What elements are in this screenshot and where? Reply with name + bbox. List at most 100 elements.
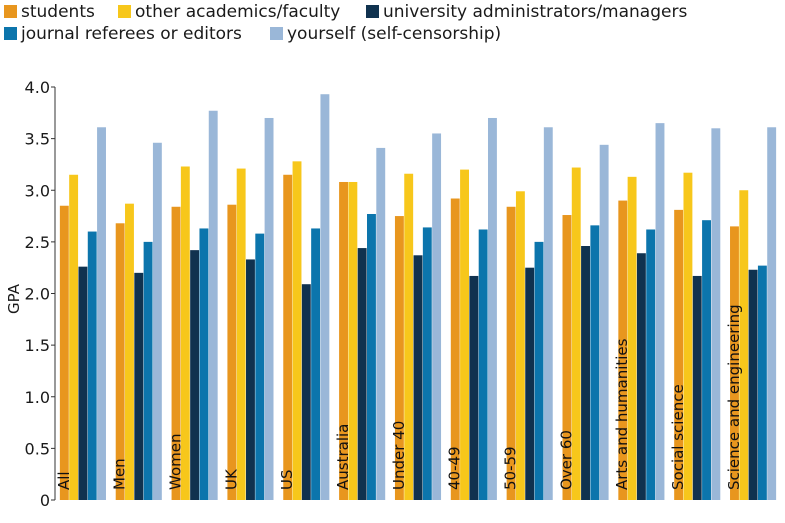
legend-swatch [4, 5, 17, 18]
legend-swatch [270, 27, 283, 40]
bar-group-uk [227, 117, 274, 501]
bar-other-academics-faculty-40-49 [460, 169, 469, 500]
bar-students-us [283, 174, 293, 500]
bar-university-administrators-managers-all [78, 266, 88, 500]
legend-item-yourself-self-censorship: yourself (self-censorship) [270, 24, 501, 44]
bar-other-academics-faculty-australia [348, 181, 358, 501]
bar-yourself-self-censorship-men [152, 142, 162, 500]
legend-label: journal referees or editors [20, 24, 242, 44]
bar-other-academics-faculty-arts-and-humanities [627, 176, 637, 500]
bar-journal-referees-or-editors-social-science [702, 220, 711, 500]
bar-other-academics-faculty-all [69, 174, 79, 500]
bar-yourself-self-censorship-40-49 [487, 117, 497, 500]
bar-students-under-40 [394, 216, 404, 500]
bar-other-academics-faculty-women [180, 166, 190, 500]
bar-university-administrators-managers-uk [246, 259, 255, 500]
bar-university-administrators-managers-social-science [692, 275, 702, 500]
legend-label: students [21, 2, 95, 22]
bar-group-us [283, 94, 330, 500]
legend-item-other-academics-faculty: other academics/faculty [118, 2, 340, 22]
bar-students-social-science [674, 209, 684, 500]
category-label-arts-and-humanities: Arts and humanities [613, 338, 631, 490]
bar-group-50-59 [506, 127, 553, 500]
bar-journal-referees-or-editors-australia [367, 213, 376, 500]
legend-label: yourself (self-censorship) [287, 24, 501, 44]
y-tick-label: 2.5 [25, 233, 50, 252]
bar-other-academics-faculty-50-59 [515, 191, 525, 500]
bar-journal-referees-or-editors-science-and-engineering [757, 265, 767, 500]
bar-group-all [59, 127, 106, 501]
bar-yourself-self-censorship-under-40 [432, 133, 442, 500]
y-tick-label: 0.5 [25, 439, 50, 458]
bar-other-academics-faculty-men [125, 203, 134, 501]
bar-yourself-self-censorship-social-science [711, 128, 721, 501]
category-label-women: Women [166, 434, 184, 490]
bar-other-academics-faculty-science-and-engineering [739, 190, 749, 500]
legend-label: university administrators/managers [383, 2, 687, 22]
bar-group-under-40 [394, 133, 442, 501]
bar-journal-referees-or-editors-uk [255, 233, 265, 501]
bar-group-arts-and-humanities [618, 123, 665, 501]
legend-label: other academics/faculty [135, 2, 340, 22]
bar-journal-referees-or-editors-us [311, 228, 321, 500]
bar-students-australia [339, 181, 349, 501]
bar-group-science-and-engineering [730, 127, 777, 500]
y-axis: 0 0.5 1.0 1.5 2.0 2.5 3.0 3.5 4.0 [25, 78, 56, 510]
y-tick-label: 2.0 [25, 285, 50, 304]
bar-yourself-self-censorship-arts-and-humanities [655, 123, 665, 500]
bar-other-academics-faculty-under-40 [404, 173, 414, 501]
category-label-science-and-engineering: Science and engineering [725, 304, 743, 490]
y-tick-label: 0 [40, 491, 50, 510]
bar-journal-referees-or-editors-all [87, 231, 97, 501]
bar-yourself-self-censorship-us [320, 94, 330, 500]
bar-university-administrators-managers-australia [357, 248, 367, 500]
legend-item-journal-referees-or-editors: journal referees or editors [4, 24, 242, 44]
y-tick-label: 1.5 [25, 336, 50, 355]
bar-students-50-59 [506, 206, 516, 500]
bar-yourself-self-censorship-uk [264, 117, 274, 500]
y-tick-label: 4.0 [25, 78, 50, 97]
category-label-under-40: Under 40 [390, 421, 408, 490]
bar-other-academics-faculty-uk [236, 168, 246, 500]
bar-university-administrators-managers-men [134, 272, 144, 500]
legend-item-students: students [4, 2, 95, 22]
bar-students-science-and-engineering [730, 226, 739, 500]
bar-university-administrators-managers-over-60 [581, 246, 590, 500]
bar-yourself-self-censorship-over-60 [599, 144, 609, 500]
bar-journal-referees-or-editors-under-40 [422, 227, 432, 501]
bar-university-administrators-managers-under-40 [413, 255, 423, 500]
bar-university-administrators-managers-arts-and-humanities [636, 253, 646, 500]
bar-other-academics-faculty-us [292, 161, 302, 500]
category-label-50-59: 50-59 [502, 446, 520, 490]
bar-other-academics-faculty-social-science [683, 172, 693, 500]
category-label-all: All [55, 471, 73, 490]
bar-students-uk [227, 204, 237, 500]
bar-journal-referees-or-editors-50-59 [534, 241, 544, 500]
y-tick-label: 3.5 [25, 130, 50, 149]
bar-journal-referees-or-editors-over-60 [590, 225, 600, 501]
bar-yourself-self-censorship-all [97, 127, 106, 500]
y-axis-title: GPA [5, 283, 23, 314]
bar-students-40-49 [450, 198, 460, 500]
bars [59, 94, 777, 501]
y-tick-label: 1.0 [25, 388, 50, 407]
bar-yourself-self-censorship-science-and-engineering [767, 127, 777, 500]
bar-group-women [171, 110, 218, 500]
bar-students-all [59, 205, 69, 501]
bar-journal-referees-or-editors-women [199, 228, 209, 500]
bar-group-social-science [674, 128, 721, 501]
bar-yourself-self-censorship-australia [376, 147, 386, 501]
category-label-uk: UK [222, 468, 240, 490]
y-tick-label: 3.0 [25, 181, 50, 200]
bar-other-academics-faculty-over-60 [571, 167, 581, 500]
bar-journal-referees-or-editors-arts-and-humanities [646, 229, 656, 501]
category-label-40-49: 40-49 [446, 446, 464, 490]
legend-item-university-administrators-managers: university administrators/managers [366, 2, 687, 22]
bar-students-men [115, 223, 125, 501]
bar-university-administrators-managers-50-59 [525, 267, 535, 500]
category-label-australia: Australia [334, 424, 352, 490]
legend-swatch [118, 5, 131, 18]
bar-students-over-60 [562, 215, 572, 500]
bar-university-administrators-managers-us [301, 284, 311, 500]
